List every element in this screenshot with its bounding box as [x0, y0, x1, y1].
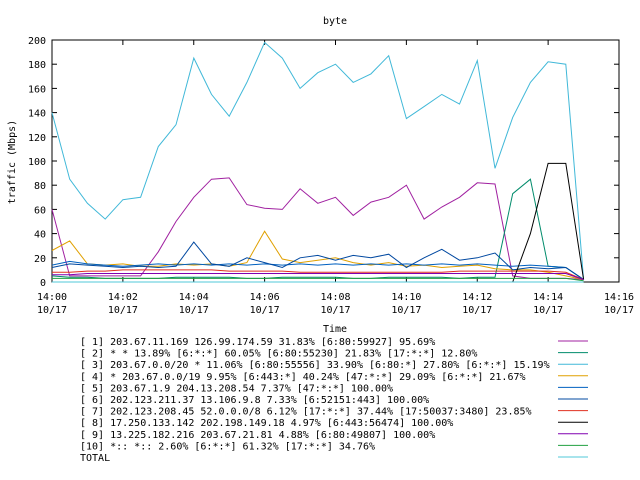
y-tick-label: 80 [34, 181, 46, 192]
x-tick-label-date: 10/17 [108, 305, 138, 316]
series-line-5 [51, 260, 584, 281]
x-ticks: 14:00 10/17 14:02 10/17 14:04 10/17 14:06 10/17… [37, 40, 634, 316]
legend-entry-label: [ 6] 202.123.211.37 13.106.9.8 7.33% [6:… [80, 395, 429, 406]
x-tick-label-time: 14:08 [320, 292, 350, 303]
legend-entry-label: [ 5] 203.67.1.9 204.13.208.54 7.37% [47:… [80, 383, 393, 394]
x-tick-label-time: 14:04 [179, 292, 209, 303]
series-line-9 [52, 273, 584, 281]
y-tick-label: 120 [28, 133, 46, 144]
series-line-6 [51, 241, 584, 281]
x-tick-label-date: 10/17 [462, 305, 492, 316]
x-tick-label-time: 14:00 [37, 292, 67, 303]
y-tick-label: 20 [34, 254, 46, 265]
x-tick-label-date: 10/17 [604, 305, 634, 316]
y-tick-label: 60 [34, 205, 46, 216]
series-line-7 [52, 269, 584, 281]
legend-entry-label: [ 1] 203.67.11.169 126.99.174.59 31.83% … [80, 337, 435, 348]
x-tick-label-date: 10/17 [250, 305, 280, 316]
y-tick-label: 180 [28, 60, 46, 71]
y-tick-label: 100 [28, 157, 46, 168]
legend-entry-label: [ 4] * 203.67.0.0/19 9.95% [6:443:*] 40.… [80, 372, 526, 383]
x-tick-label-date: 10/17 [37, 305, 67, 316]
legend-entry-label: [ 2] * * 13.89% [6:*:*] 60.05% [6:80:552… [80, 349, 477, 360]
x-tick-label-date: 10/17 [320, 305, 350, 316]
y-tick-label: 140 [28, 109, 46, 120]
y-tick-label: 160 [28, 84, 46, 95]
series-line-3 [51, 41, 585, 280]
chart-title: byte [323, 16, 347, 27]
legend-entry-label: [ 8] 17.250.133.142 202.198.149.18 4.97%… [80, 418, 453, 429]
x-tick-label-time: 14:06 [250, 292, 280, 303]
legend-entry-label: [ 3] 203.67.0.0/20 * 11.06% [6:80:55556]… [80, 360, 550, 371]
legend-entry-label: [10] *:: *:: 2.60% [6:*:*] 61.32% [17:*:… [80, 441, 375, 452]
x-tick-label-time: 14:02 [108, 292, 138, 303]
x-tick-label-time: 14:14 [533, 292, 563, 303]
series-line-10 [52, 277, 584, 282]
plot-frame [51, 39, 620, 283]
x-tick-label-time: 14:12 [462, 292, 492, 303]
x-tick-label-date: 10/17 [533, 305, 563, 316]
series-line-1 [51, 177, 584, 281]
legend-entry-label: TOTAL [80, 453, 110, 464]
legend-entry-label: [ 9] 13.225.182.216 203.67.21.81 4.88% [… [80, 430, 435, 441]
series-line-8 [52, 162, 585, 283]
y-tick-label: 40 [34, 230, 46, 241]
y-tick-label: 200 [28, 36, 46, 47]
y-ticks: 0 20 40 60 80 100 120 140 160 180 200 [28, 36, 619, 289]
y-tick-label: 0 [40, 278, 46, 289]
series-lines [51, 41, 585, 283]
legend: [ 1] 203.67.11.169 126.99.174.59 31.83% … [80, 337, 588, 464]
legend-entry-label: [ 7] 202.123.208.45 52.0.0.0/8 6.12% [17… [80, 407, 532, 418]
y-axis-label: traffic (Mbps) [7, 120, 18, 204]
x-tick-label-time: 14:10 [391, 292, 421, 303]
x-tick-label-time: 14:16 [604, 292, 634, 303]
x-tick-label-date: 10/17 [179, 305, 209, 316]
x-tick-label-date: 10/17 [391, 305, 421, 316]
x-axis-label: Time [323, 324, 347, 335]
